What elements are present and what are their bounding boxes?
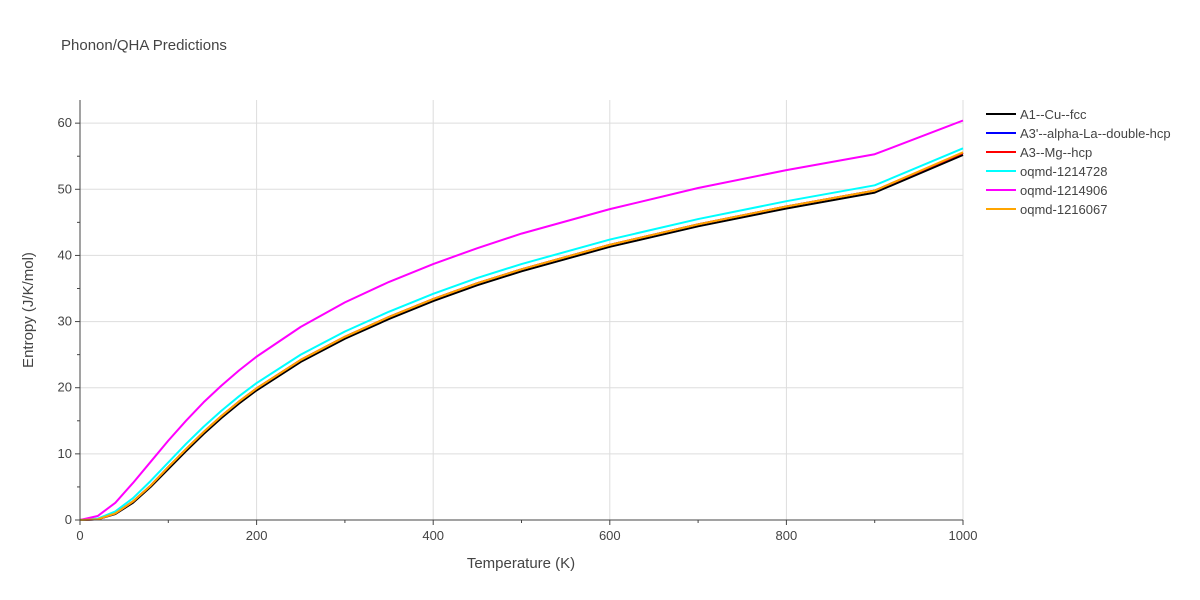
- x-tick-label: 0: [76, 528, 83, 543]
- y-tick-label: 0: [65, 512, 72, 527]
- legend-label: A1--Cu--fcc: [1020, 107, 1087, 122]
- y-tick-label: 40: [58, 247, 72, 262]
- x-tick-label: 600: [599, 528, 621, 543]
- y-axis-title: Entropy (J/K/mol): [20, 252, 37, 368]
- y-tick-label: 60: [58, 115, 72, 130]
- x-axis-title: Temperature (K): [467, 555, 575, 572]
- legend-label: A3--Mg--hcp: [1020, 145, 1092, 160]
- axes: [75, 100, 964, 525]
- series-line-oqmd-1214728: [79, 147, 964, 521]
- series-line-A3'--alpha-La--double-hcp: [79, 151, 964, 521]
- y-tick-label: 10: [58, 446, 72, 461]
- legend-item[interactable]: oqmd-1214728: [986, 164, 1107, 179]
- legend-item[interactable]: A3--Mg--hcp: [986, 145, 1092, 160]
- series-line-oqmd-1216067: [79, 151, 964, 521]
- tick-labels: 0 200 400 600 800 1000 0 10 20 30 40 50 60: [58, 115, 978, 543]
- grid: [80, 100, 964, 520]
- x-tick-label: 800: [776, 528, 798, 543]
- legend-label: oqmd-1214906: [1020, 183, 1107, 198]
- series-line-A3--Mg--hcp: [79, 151, 964, 521]
- legend-label: oqmd-1216067: [1020, 202, 1107, 217]
- y-tick-label: 20: [58, 380, 72, 395]
- legend[interactable]: A1--Cu--fcc A3'--alpha-La--double-hcp A3--…: [986, 107, 1171, 217]
- legend-label: oqmd-1214728: [1020, 164, 1107, 179]
- series-lines: [79, 119, 964, 521]
- x-tick-label: 200: [246, 528, 268, 543]
- series-line-oqmd-1214906: [79, 119, 964, 521]
- legend-label: A3'--alpha-La--double-hcp: [1020, 126, 1171, 141]
- legend-item[interactable]: A1--Cu--fcc: [986, 107, 1087, 122]
- x-tick-label: 1000: [949, 528, 978, 543]
- legend-item[interactable]: A3'--alpha-La--double-hcp: [986, 126, 1171, 141]
- legend-item[interactable]: oqmd-1214906: [986, 183, 1107, 198]
- chart-title: Phonon/QHA Predictions: [61, 37, 227, 54]
- x-tick-label: 400: [422, 528, 444, 543]
- series-line-A1--Cu--fcc: [79, 153, 964, 521]
- legend-item[interactable]: oqmd-1216067: [986, 202, 1107, 217]
- y-tick-label: 30: [58, 314, 72, 329]
- y-tick-label: 50: [58, 181, 72, 196]
